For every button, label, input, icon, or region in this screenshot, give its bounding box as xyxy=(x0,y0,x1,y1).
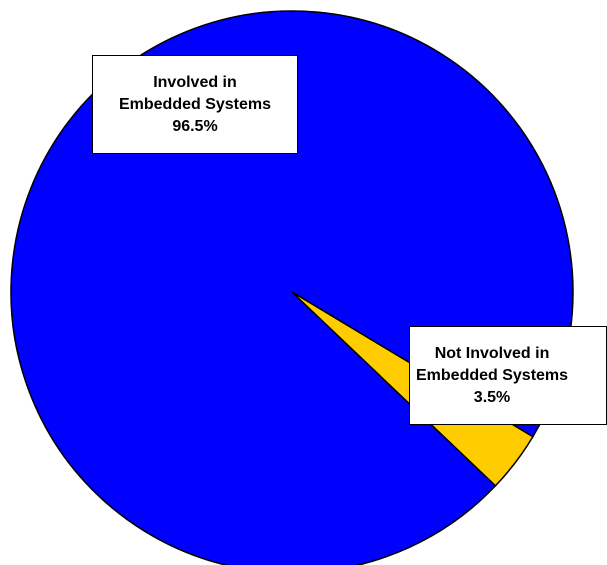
data-label-involved-line1: Involved in xyxy=(153,73,237,91)
data-label-involved-line2: Embedded Systems xyxy=(118,95,272,113)
data-label-not-involved-line1: Not Involved in xyxy=(434,344,550,362)
data-label-involved-value: 96.5% xyxy=(172,117,218,135)
data-label-not-involved-line2: Embedded Systems xyxy=(416,366,569,384)
data-label-not-involved-value: 3.5% xyxy=(473,388,511,406)
data-label-not-involved: Not Involved in Embedded Systems 3.5% xyxy=(409,326,607,425)
data-label-involved: Involved in Embedded Systems 96.5% xyxy=(92,55,298,154)
